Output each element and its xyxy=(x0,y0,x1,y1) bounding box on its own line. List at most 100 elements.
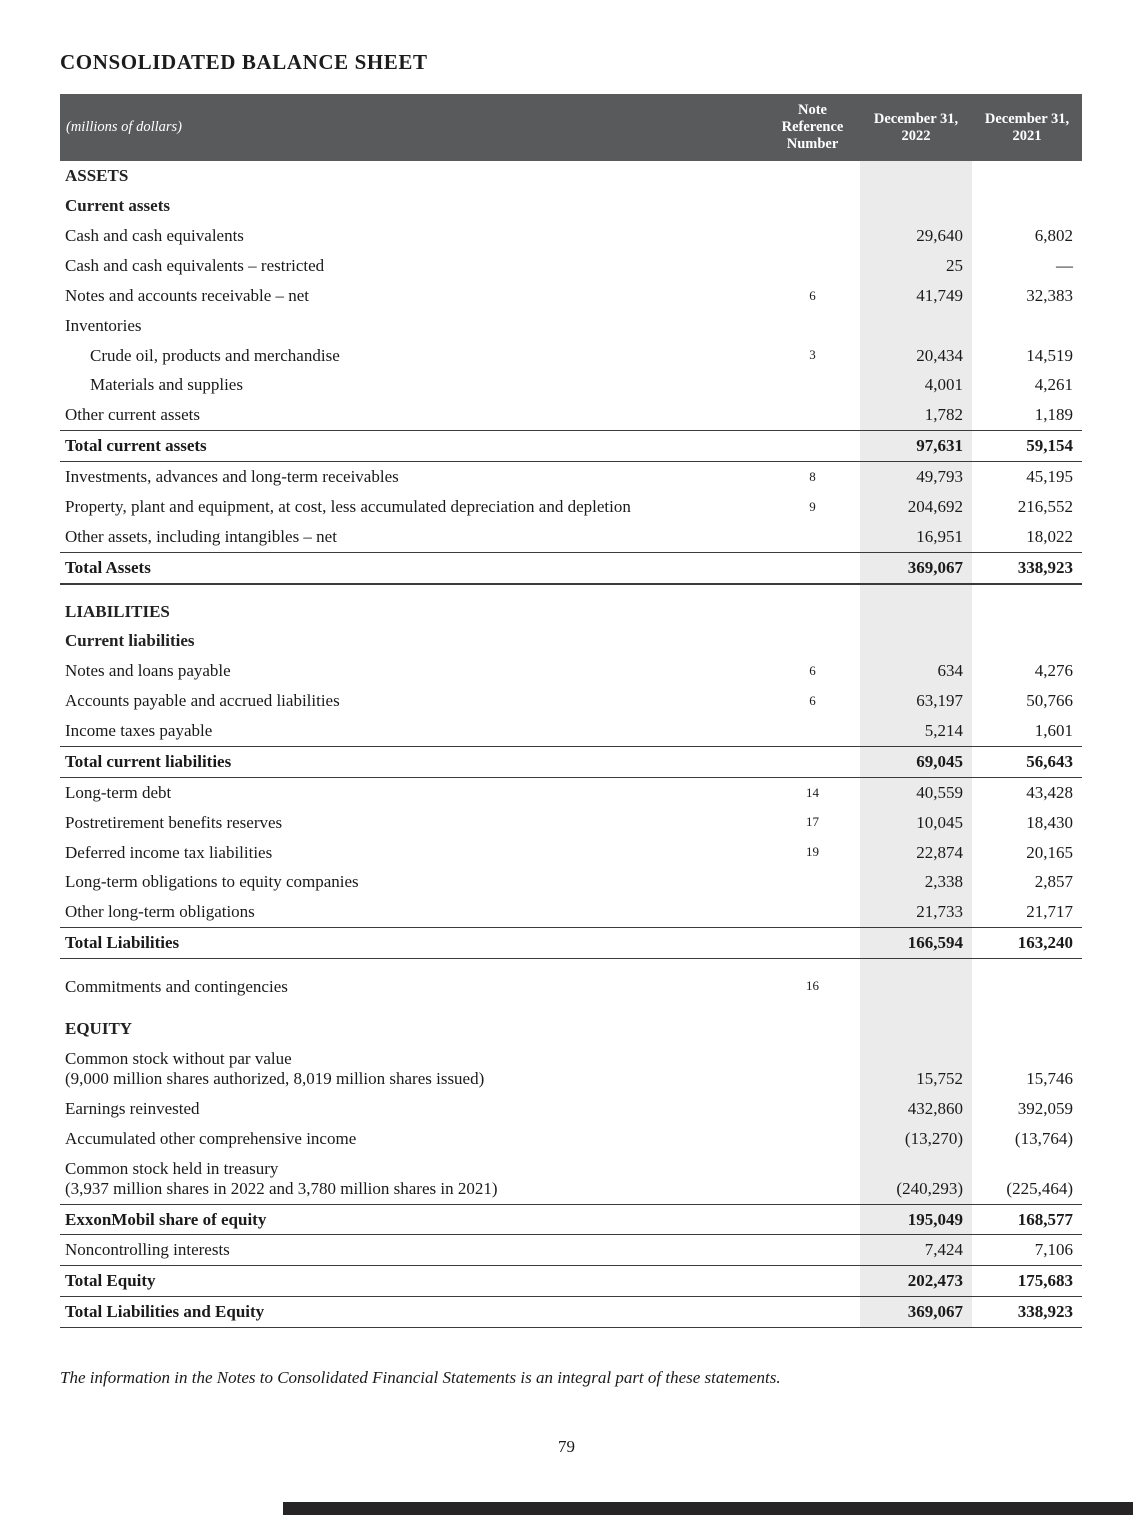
note-reference: 17 xyxy=(806,814,819,830)
note-reference xyxy=(765,1094,860,1124)
value-2021: 1,601 xyxy=(1034,721,1073,741)
value-2022: 4,001 xyxy=(924,375,963,395)
table-row: Other current assets 1,782 1,189 xyxy=(60,400,1082,430)
table-row: Income taxes payable 5,214 1,601 xyxy=(60,716,1082,746)
header-note-reference: Note Reference Number xyxy=(765,94,860,162)
row-label: Long-term obligations to equity companie… xyxy=(65,872,359,892)
note-reference xyxy=(765,897,860,927)
table-row: Total Liabilities 166,594 163,240 xyxy=(60,927,1082,960)
table-row: Long-term obligations to equity companie… xyxy=(60,867,1082,897)
row-label: Investments, advances and long-term rece… xyxy=(65,467,399,487)
row-label: Other current assets xyxy=(65,405,201,425)
value-2022: 69,045 xyxy=(860,745,972,778)
note-reference: 9 xyxy=(809,498,816,514)
row-label: Total Liabilities and Equity xyxy=(60,1296,765,1329)
row-label xyxy=(60,959,765,972)
table-row: Total Liabilities and Equity 369,067 338,9… xyxy=(60,1296,1082,1329)
row-label: Accumulated other comprehensive income xyxy=(65,1128,357,1148)
note-reference xyxy=(765,251,860,281)
page-title: CONSOLIDATED BALANCE SHEET xyxy=(60,50,428,74)
row-label: Long-term debt xyxy=(65,782,172,802)
row-label: Common stock held in treasury (3,937 mill… xyxy=(65,1158,498,1198)
note-reference xyxy=(765,370,860,400)
value-2022 xyxy=(860,626,972,656)
note-reference xyxy=(765,1235,860,1266)
table-header: (millions of dollars) Note Reference Num… xyxy=(60,94,1082,162)
table-row: Deferred income tax liabilities 19 22,874 2… xyxy=(60,838,1082,868)
note-reference xyxy=(765,1124,860,1154)
row-label: Income taxes payable xyxy=(65,721,213,741)
value-2022: 40,559 xyxy=(916,782,963,802)
note-reference: 3 xyxy=(809,347,816,363)
note-reference xyxy=(765,1044,860,1094)
row-label: Inventories xyxy=(65,315,142,335)
row-label: Earnings reinvested xyxy=(65,1099,200,1119)
value-2022 xyxy=(860,311,972,341)
row-label: Total current assets xyxy=(60,430,765,463)
value-2022: 16,951 xyxy=(916,526,963,546)
value-2021: 20,165 xyxy=(1026,842,1073,862)
table-row: Common stock without par value (9,000 mil… xyxy=(60,1044,1082,1094)
row-label: Current assets xyxy=(65,196,170,216)
value-2021: 392,059 xyxy=(1017,1099,1073,1119)
value-2021: 56,643 xyxy=(972,745,1082,778)
table-row: Inventories xyxy=(60,311,1082,341)
value-2021 xyxy=(972,1001,1082,1014)
table-row: ASSETS xyxy=(60,161,1082,191)
row-label: ASSETS xyxy=(65,166,129,186)
note-reference xyxy=(765,551,860,585)
value-2021: — xyxy=(1056,255,1073,275)
table-row: Common stock held in treasury (3,937 mill… xyxy=(60,1154,1082,1204)
value-2022: 15,752 xyxy=(916,1069,963,1089)
value-2022: 7,424 xyxy=(924,1240,963,1260)
value-2022: 25 xyxy=(946,255,963,275)
header-december-2021: December 31, 2021 xyxy=(972,94,1082,162)
value-2021: (225,464) xyxy=(1006,1178,1073,1198)
balance-sheet-content: CONSOLIDATED BALANCE SHEET (millions of … xyxy=(60,50,1082,1388)
table-row: Total current assets 97,631 59,154 xyxy=(60,430,1082,463)
table-row: Noncontrolling interests 7,424 7,106 xyxy=(60,1235,1082,1266)
value-2021: 1,189 xyxy=(1034,405,1073,425)
value-2022 xyxy=(860,1014,972,1044)
footer-bar xyxy=(283,1502,1133,1515)
row-label: Commitments and contingencies xyxy=(65,976,288,996)
value-2021 xyxy=(972,597,1082,627)
note-reference xyxy=(765,430,860,463)
row-label: ExxonMobil share of equity xyxy=(60,1203,765,1236)
spacer-row xyxy=(60,584,1082,597)
value-2021 xyxy=(972,1014,1082,1044)
row-label: Common stock without par value (9,000 mil… xyxy=(65,1049,485,1089)
row-label: LIABILITIES xyxy=(65,601,170,621)
value-2021 xyxy=(972,311,1082,341)
value-2021 xyxy=(972,191,1082,221)
note-reference xyxy=(765,745,860,778)
note-reference xyxy=(765,584,860,597)
value-2022: 369,067 xyxy=(860,1296,972,1329)
note-reference: 16 xyxy=(806,978,819,994)
note-reference xyxy=(765,161,860,191)
note-reference xyxy=(765,221,860,251)
note-reference xyxy=(765,927,860,960)
header-row: (millions of dollars) Note Reference Num… xyxy=(60,94,1082,162)
row-label: Deferred income tax liabilities xyxy=(65,842,273,862)
row-label: Total Equity xyxy=(60,1265,765,1298)
table-row: Current assets xyxy=(60,191,1082,221)
value-2021: 4,261 xyxy=(1034,375,1073,395)
value-2021: 18,430 xyxy=(1026,812,1073,832)
table-row: Materials and supplies 4,001 4,261 xyxy=(60,370,1082,400)
value-2021: 15,746 xyxy=(1026,1069,1073,1089)
value-2022: 97,631 xyxy=(860,430,972,463)
value-2022: 202,473 xyxy=(860,1265,972,1298)
note-reference xyxy=(765,311,860,341)
table-row: LIABILITIES xyxy=(60,597,1082,627)
table-row: ExxonMobil share of equity 195,049 168,577 xyxy=(60,1203,1082,1236)
table-row: Accounts payable and accrued liabilities… xyxy=(60,686,1082,716)
value-2021 xyxy=(972,972,1082,1002)
value-2022: 20,434 xyxy=(916,345,963,365)
note-reference xyxy=(765,1014,860,1044)
note-reference: 6 xyxy=(809,663,816,678)
row-label: Crude oil, products and merchandise xyxy=(90,345,340,365)
note-reference xyxy=(765,522,860,552)
table-row: Crude oil, products and merchandise 3 20,4… xyxy=(60,341,1082,371)
